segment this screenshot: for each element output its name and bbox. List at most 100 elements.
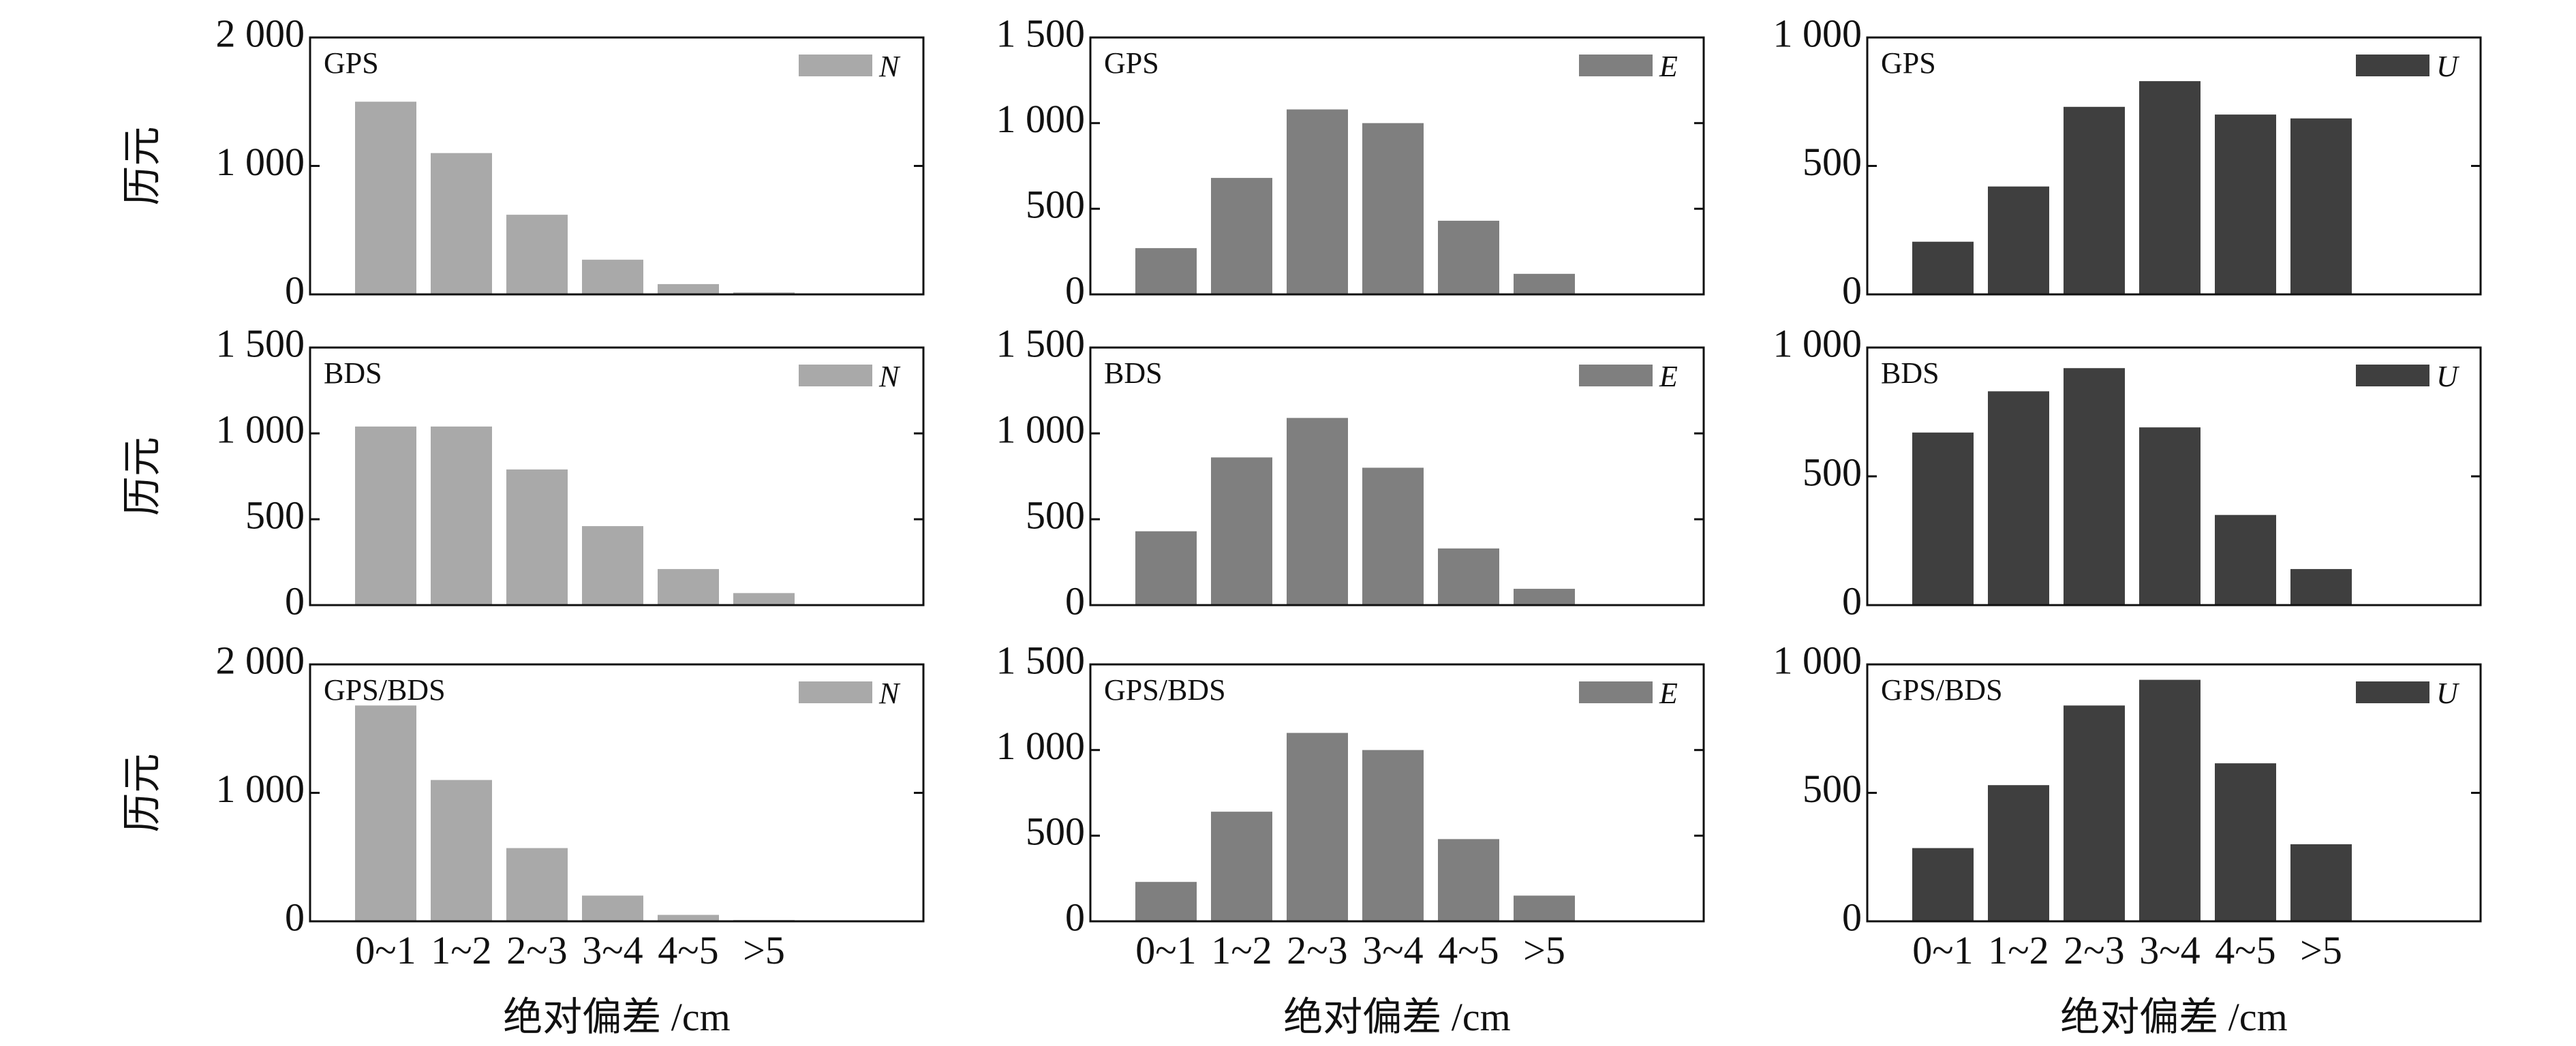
panel-gps-u-bar-6: [2290, 118, 2352, 294]
panel-gps-n-ytick-label: 1 000: [216, 140, 305, 184]
panel-gps-bds-e-ytick-label: 500: [1026, 810, 1085, 854]
panel-gps-e-legend-swatch: [1579, 55, 1653, 76]
panel-bds-u-bar-5: [2215, 514, 2276, 605]
panel-gps-bds-n-xtick-label-2: 1~2: [431, 928, 491, 972]
panel-gps-bds-u-xtick-label-2: 1~2: [1988, 928, 2049, 972]
panel-bds-u-ytick-label: 0: [1842, 579, 1862, 623]
panel-gps-bds-e-bar-1: [1135, 882, 1197, 921]
panel-bds-n-ytick-label: 1 000: [216, 407, 305, 451]
panel-gps-e-ytick-label: 500: [1026, 183, 1085, 227]
panel-gps-u-ytick-label: 0: [1842, 268, 1862, 312]
panel-gps-bds-u-label: GPS/BDS: [1881, 673, 2003, 707]
panel-gps-bds-u-bar-5: [2215, 763, 2276, 921]
panel-bds-n-bar-5: [658, 569, 719, 605]
panel-gps-bds-e-ytick-label: 1 500: [996, 638, 1086, 682]
panel-bds-e-label: BDS: [1104, 356, 1163, 390]
panel-gps-u-bar-3: [2064, 106, 2125, 295]
panel-gps-bds-u-xtick-label-5: 4~5: [2215, 928, 2275, 972]
panel-gps-e-ytick-label: 1 500: [996, 11, 1086, 55]
panel-bds-e-ytick-label: 1 500: [996, 321, 1086, 365]
panel-gps-e-bar-5: [1438, 220, 1499, 294]
panel-bds-n-bar-3: [506, 469, 568, 605]
panel-bds-n-ytick-label: 0: [285, 579, 305, 623]
panel-gps-e-ytick-label: 1 000: [996, 97, 1086, 141]
panel-gps-bds-e-bar-6: [1514, 895, 1575, 921]
panel-gps-u-legend-swatch: [2356, 55, 2429, 76]
ylabel-row-3: 历元: [120, 753, 164, 832]
panel-gps-bds-n-ytick-label: 2 000: [216, 638, 305, 682]
panel-bds-u-bar-4: [2139, 427, 2201, 605]
panel-bds-e-bar-5: [1438, 548, 1499, 605]
panel-gps-bds-e-bar-3: [1287, 733, 1348, 921]
panel-gps-bds-n-xtick-label-6: >5: [743, 928, 785, 972]
panel-gps-bds-n-xtick-label-3: 2~3: [506, 928, 567, 972]
panel-gps-bds-n-bar-5: [658, 914, 719, 921]
panel-gps-u-legend-label: U: [2436, 50, 2460, 83]
panel-bds-e-bar-2: [1211, 457, 1272, 605]
panel-gps-e-bar-1: [1135, 248, 1197, 294]
panel-gps-bds-u-xtick-label-6: >5: [2300, 928, 2342, 972]
panel-gps-u-bar-5: [2215, 114, 2276, 294]
panel-gps-bds-n-ytick-label: 0: [285, 895, 305, 939]
panel-bds-e-legend-label: E: [1659, 360, 1678, 393]
panel-gps-u-bar-2: [1988, 186, 2049, 294]
panel-gps-n-bar-4: [582, 260, 643, 294]
panel-bds-e-bar-1: [1135, 531, 1197, 605]
ylabel-row-2: 历元: [120, 437, 164, 516]
panel-bds-n-legend-swatch: [799, 365, 872, 386]
panel-bds-u-bar-2: [1988, 391, 2049, 605]
panel-gps-bds-u-bar-4: [2139, 679, 2201, 921]
panel-gps-bds-n-ytick-label: 1 000: [216, 767, 305, 811]
panel-gps-bds-n-legend-swatch: [799, 681, 872, 703]
panel-gps-bds-u-bar-1: [1912, 848, 1974, 921]
panel-bds-u-bar-3: [2064, 368, 2125, 605]
panel-gps-bds-n-bar-2: [431, 780, 492, 921]
panel-gps-bds-e-frame: [1089, 663, 1705, 923]
panel-gps-bds-u-ytick-label: 1 000: [1773, 638, 1862, 682]
xlabel-col-2: 绝对偏差 /cm: [1283, 995, 1510, 1039]
panel-gps-bds-u-xtick-label-1: 0~1: [1912, 928, 1973, 972]
panel-bds-u-ytick-label: 500: [1803, 450, 1862, 494]
panel-gps-e-ytick-label: 0: [1065, 268, 1085, 312]
panel-gps-u-bar-4: [2139, 81, 2201, 294]
panel-gps-bds-e-xtick-label-6: >5: [1523, 928, 1565, 972]
panel-bds-u-legend-swatch: [2356, 365, 2429, 386]
panel-gps-bds-n-xtick-label-1: 0~1: [355, 928, 416, 972]
panel-gps-n-legend-swatch: [799, 55, 872, 76]
panel-gps-n-label: GPS: [324, 46, 379, 80]
panel-gps-e-legend-label: E: [1659, 50, 1678, 83]
panel-gps-bds-u-ytick-label: 500: [1803, 767, 1862, 811]
panel-bds-u-label: BDS: [1881, 356, 1939, 390]
panel-gps-bds-e-xtick-label-3: 2~3: [1287, 928, 1347, 972]
panel-gps-u-ytick-label: 1 000: [1773, 11, 1862, 55]
panel-gps-bds-u-bar-2: [1988, 785, 2049, 921]
ylabel-row-1: 历元: [120, 126, 164, 205]
panel-gps-n-legend-label: N: [878, 50, 901, 83]
panel-gps-bds-n-label: GPS/BDS: [324, 673, 446, 707]
panel-gps-e-bar-6: [1514, 273, 1575, 294]
panel-gps-bds-n-xtick-label-4: 3~4: [582, 928, 643, 972]
panel-gps-bds-n-bar-3: [506, 848, 568, 921]
panel-gps-u-ytick-label: 500: [1803, 140, 1862, 184]
panel-gps-n-bar-3: [506, 215, 568, 294]
panel-gps-bds-u-legend-label: U: [2436, 677, 2460, 710]
panel-bds-e-bar-3: [1287, 418, 1348, 605]
panel-gps-bds-n-legend-label: N: [878, 677, 901, 710]
panel-gps-e-bar-3: [1287, 109, 1348, 294]
panel-bds-n-ytick-label: 500: [245, 493, 305, 537]
panel-gps-bds-e-xtick-label-4: 3~4: [1362, 928, 1423, 972]
panel-bds-n-bar-4: [582, 526, 643, 605]
panel-gps-bds-e-bar-4: [1362, 750, 1424, 921]
panel-bds-n-label: BDS: [324, 356, 382, 390]
panel-bds-n-ytick-label: 1 500: [216, 321, 305, 365]
panel-gps-bds-e-xtick-label-2: 1~2: [1211, 928, 1272, 972]
panel-gps-e-frame: [1089, 36, 1705, 296]
panel-gps-bds-e-xtick-label-1: 0~1: [1135, 928, 1196, 972]
panel-gps-bds-u-legend-swatch: [2356, 681, 2429, 703]
panel-bds-u-bar-1: [1912, 432, 1974, 605]
panel-gps-e-bar-2: [1211, 178, 1272, 294]
panel-gps-bds-e-bar-5: [1438, 839, 1499, 921]
panel-bds-e-bar-4: [1362, 467, 1424, 605]
panel-gps-e-bar-4: [1362, 123, 1424, 294]
